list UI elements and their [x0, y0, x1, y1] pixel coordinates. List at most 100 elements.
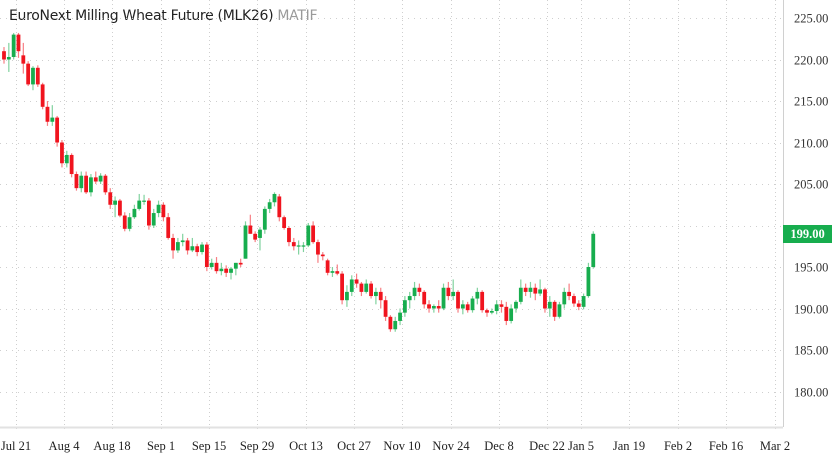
- candle: [258, 227, 262, 251]
- candle: [108, 188, 113, 209]
- candle: [93, 171, 98, 184]
- candle: [147, 198, 151, 230]
- candle: [2, 47, 6, 64]
- x-tick-label: Dec 22: [529, 439, 565, 453]
- candle: [412, 281, 417, 301]
- candle: [567, 283, 572, 301]
- candle: [219, 262, 224, 276]
- candle: [316, 239, 320, 263]
- candle: [89, 174, 93, 197]
- x-tick-label: Aug 4: [49, 439, 81, 453]
- candle: [345, 285, 349, 307]
- candle: [166, 213, 171, 240]
- candle: [209, 258, 214, 270]
- exchange-label: MATIF: [277, 8, 318, 24]
- candle: [509, 304, 514, 324]
- y-tick-label: 215.00: [794, 95, 828, 109]
- x-tick-label: Nov 10: [383, 439, 420, 453]
- candle: [171, 233, 175, 259]
- candle: [494, 300, 499, 315]
- candle: [137, 193, 142, 211]
- candle: [200, 242, 204, 255]
- candle: [378, 287, 383, 309]
- candle: [180, 233, 185, 247]
- candle: [26, 61, 31, 87]
- candle: [383, 296, 388, 321]
- candle: [499, 300, 504, 313]
- x-tick-label: Aug 18: [93, 439, 130, 453]
- x-tick-label: Nov 24: [432, 439, 470, 453]
- candle: [291, 237, 296, 251]
- candle: [465, 301, 470, 313]
- candle: [127, 213, 132, 232]
- candle: [460, 300, 465, 315]
- candle: [489, 308, 494, 315]
- candle: [11, 32, 16, 60]
- candle: [359, 281, 364, 297]
- candle: [233, 262, 238, 276]
- candle: [296, 240, 301, 255]
- candle: [253, 231, 258, 243]
- x-tick-label: Sep 29: [240, 439, 274, 453]
- candle: [175, 237, 180, 253]
- candle: [547, 296, 552, 317]
- candle: [572, 293, 576, 307]
- instrument-name: EuroNext Milling Wheat Future (MLK26): [9, 8, 274, 24]
- candle: [79, 171, 84, 193]
- candle: [393, 316, 398, 332]
- x-tick-label: Feb 16: [709, 439, 743, 453]
- candle: [287, 226, 291, 247]
- candle: [451, 279, 456, 301]
- candle: [306, 223, 311, 248]
- candle: [417, 283, 422, 297]
- candle: [185, 237, 190, 255]
- x-tick-label: Dec 8: [484, 439, 514, 453]
- candle: [282, 215, 287, 230]
- candle: [576, 300, 581, 311]
- candle: [354, 273, 359, 288]
- candle: [113, 196, 117, 218]
- candle: [441, 283, 446, 311]
- candle: [480, 290, 485, 313]
- candle: [427, 300, 431, 313]
- candle: [528, 281, 533, 298]
- candle: [6, 42, 11, 72]
- candle: [475, 287, 480, 305]
- x-axis-labels: Jul 21 Aug 4 Aug 18 Sep 1 Sep 15 Sep 29 Oct 13…: [1, 439, 790, 453]
- candles: [2, 32, 596, 332]
- candle: [243, 221, 248, 259]
- x-tick-label: Sep 15: [192, 439, 226, 453]
- candle: [16, 32, 21, 58]
- y-tick-label: 195.00: [794, 261, 828, 275]
- y-tick-label: 205.00: [794, 178, 828, 192]
- candle: [456, 290, 460, 313]
- candle: [485, 308, 489, 317]
- candle: [84, 171, 89, 194]
- candle: [98, 173, 103, 184]
- candle: [364, 279, 369, 294]
- candle: [470, 296, 475, 313]
- candle: [586, 262, 591, 298]
- candle: [591, 231, 596, 269]
- x-tick-label: Oct 27: [337, 439, 371, 453]
- candle: [335, 264, 340, 276]
- candle: [132, 204, 137, 219]
- candle: [422, 290, 427, 309]
- candle: [311, 221, 316, 244]
- candle: [340, 271, 344, 305]
- candle: [195, 243, 200, 257]
- candle: [325, 258, 330, 276]
- candle: [151, 208, 156, 228]
- candle: [40, 82, 45, 110]
- x-tick-label: Oct 13: [289, 439, 323, 453]
- candle: [64, 150, 69, 168]
- candle: [330, 267, 335, 277]
- candle: [349, 275, 354, 297]
- candle: [21, 42, 26, 74]
- candle: [55, 115, 60, 147]
- candle: [504, 301, 509, 326]
- chart-title: EuroNext Milling Wheat Future (MLK26) MA…: [9, 8, 318, 24]
- candle: [142, 194, 146, 205]
- candle: [267, 198, 272, 214]
